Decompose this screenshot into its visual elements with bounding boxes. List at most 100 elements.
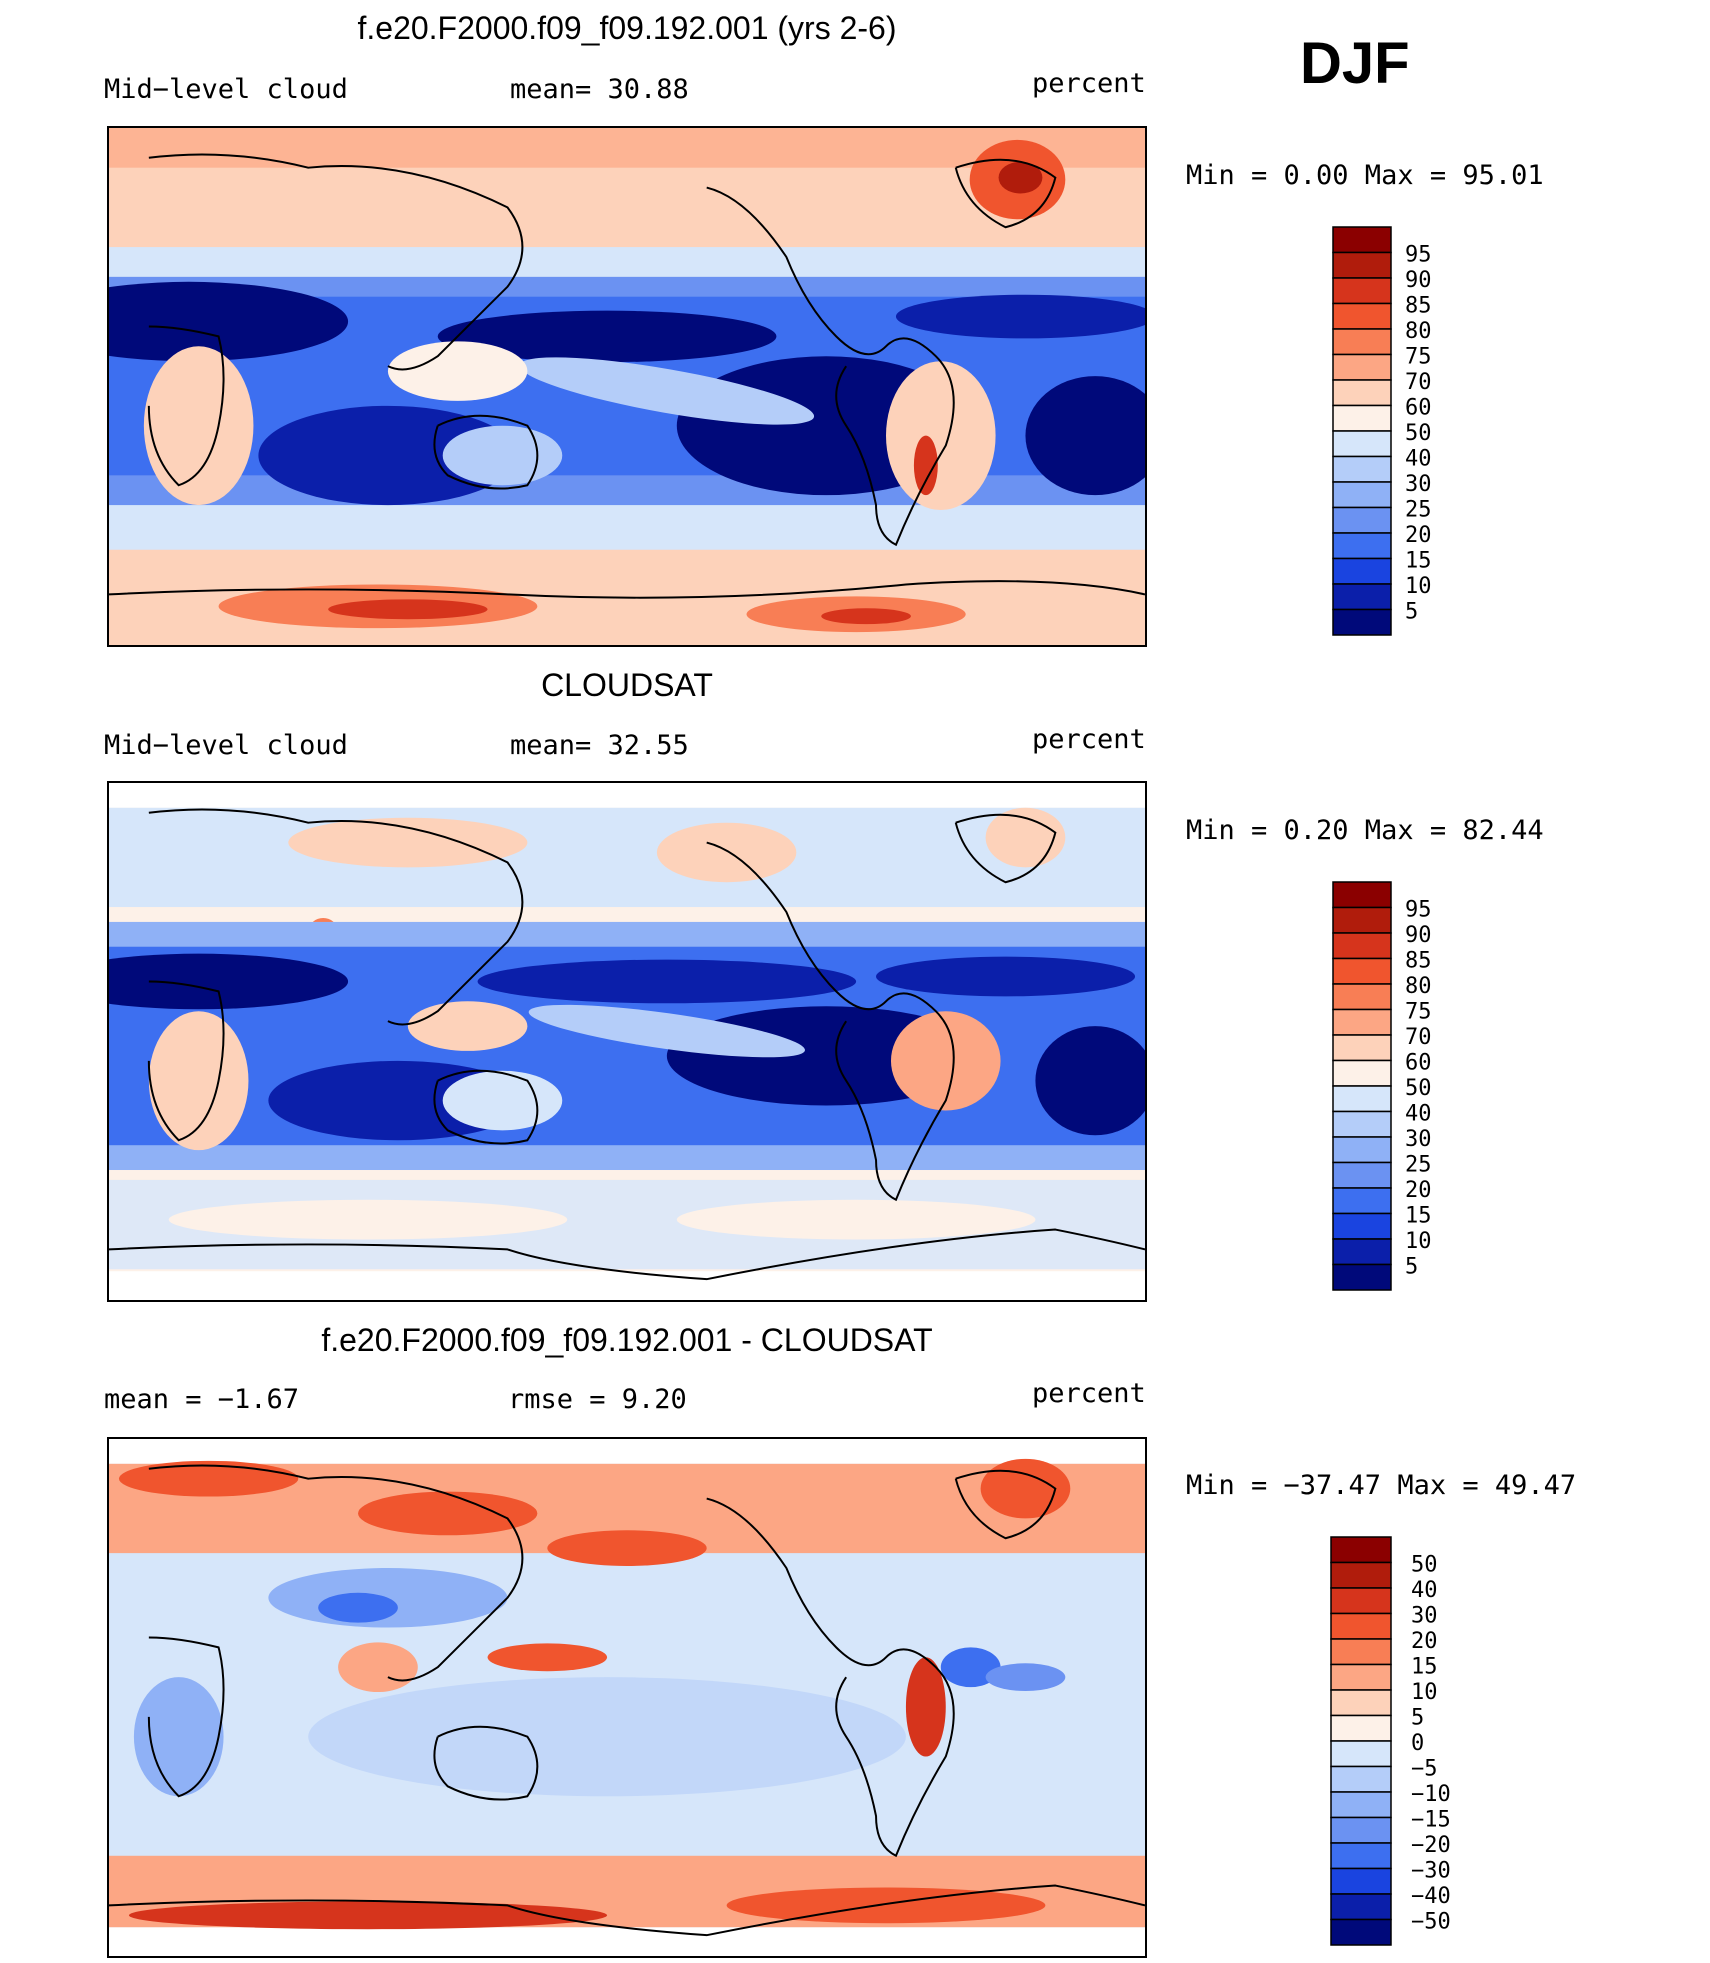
- colorbar-box: [1332, 1034, 1392, 1062]
- colorbar-tick-label: 70: [1405, 370, 1432, 395]
- colorbar-box: [1332, 557, 1392, 585]
- colorbar-box: [1332, 1161, 1392, 1189]
- colorbar-box: [1332, 302, 1392, 330]
- colorbar-tick-label: −10: [1411, 1782, 1451, 1807]
- colorbar-box: [1332, 277, 1392, 305]
- panel-mean-label-diff: mean = −1.67: [104, 1384, 300, 1415]
- colorbar-box: [1332, 226, 1392, 254]
- panel-units-label-obs: percent: [1032, 724, 1146, 755]
- colorbar-box: [1332, 379, 1392, 407]
- colorbar-tick-label: 10: [1405, 574, 1432, 599]
- colorbar-tick-label: −40: [1411, 1884, 1451, 1909]
- colorbar-tick-label: −20: [1411, 1833, 1451, 1858]
- colorbar-box: [1330, 1638, 1392, 1666]
- colorbar-box: [1332, 1008, 1392, 1036]
- colorbar-diff: 50 40 30 20 15 10 5 0 −5 −10 −15 −20 −30 −40 −50: [1330, 1536, 1471, 1949]
- colorbar-tick-label: −50: [1411, 1910, 1451, 1935]
- colorbar-box: [1332, 1136, 1392, 1164]
- colorbar-tick-label: 80: [1405, 974, 1432, 999]
- colorbar-tick-label: 90: [1405, 923, 1432, 948]
- colorbar-box: [1332, 1263, 1392, 1291]
- colorbar-tick-label: 70: [1405, 1025, 1432, 1050]
- colorbar-box: [1332, 608, 1392, 636]
- colorbar-box: [1330, 1689, 1392, 1717]
- colorbar-box: [1332, 251, 1392, 279]
- colorbar-box: [1332, 906, 1392, 934]
- colorbar-tick-label: −5: [1411, 1757, 1438, 1782]
- colorbar-tick-label: 75: [1405, 1000, 1432, 1025]
- colorbar-box: [1332, 1110, 1392, 1138]
- colorbar-box: [1330, 1893, 1392, 1921]
- panel-units-label-diff: percent: [1032, 1378, 1146, 1409]
- colorbar-box: [1330, 1867, 1392, 1895]
- colorbar-tick-label: −30: [1411, 1859, 1451, 1884]
- colorbar-tick-label: 50: [1411, 1553, 1438, 1578]
- colorbar-tick-label: 15: [1405, 549, 1432, 574]
- colorbar-box: [1332, 957, 1392, 985]
- map-model-svg: [109, 128, 1145, 645]
- colorbar-box: [1330, 1842, 1392, 1870]
- colorbar-tick-label: 60: [1405, 1051, 1432, 1076]
- colorbar-tick-label: 10: [1411, 1680, 1438, 1705]
- colorbar-tick-label: 25: [1405, 498, 1432, 523]
- panel-left-label-model: Mid−level cloud: [104, 74, 348, 105]
- panel-title-diff: f.e20.F2000.f09_f09.192.001 - CLOUDSAT: [321, 1322, 933, 1358]
- colorbar-box: [1332, 328, 1392, 356]
- colorbar-tick-label: 40: [1405, 447, 1432, 472]
- colorbar-tick-label: 85: [1405, 294, 1432, 319]
- colorbar-box: [1332, 983, 1392, 1011]
- colorbar-box: [1330, 1714, 1392, 1742]
- colorbar-obs: 95 90 85 80 75 70 60 50 40 30 25 20 15 10 5: [1332, 881, 1453, 1294]
- panel-title-model: f.e20.F2000.f09_f09.192.001 (yrs 2-6): [357, 10, 897, 46]
- colorbar-tick-label: 60: [1405, 396, 1432, 421]
- colorbar-tick-label: 25: [1405, 1153, 1432, 1178]
- colorbar-box: [1332, 1238, 1392, 1266]
- colorbar-tick-label: 15: [1411, 1655, 1438, 1680]
- colorbar-tick-label: 15: [1405, 1204, 1432, 1229]
- colorbar-tick-label: 50: [1405, 421, 1432, 446]
- panel-left-label-obs: Mid−level cloud: [104, 730, 348, 761]
- colorbar-tick-label: 30: [1411, 1604, 1438, 1629]
- map-diff-svg: [109, 1439, 1145, 1956]
- colorbar-tick-label: 20: [1405, 1178, 1432, 1203]
- colorbar-tick-label: 30: [1405, 1127, 1432, 1152]
- colorbar-tick-label: 10: [1405, 1229, 1432, 1254]
- colorbar-box: [1332, 506, 1392, 534]
- colorbar-box: [1332, 353, 1392, 381]
- colorbar-box: [1330, 1587, 1392, 1615]
- map-model: [107, 126, 1147, 647]
- colorbar-box: [1332, 583, 1392, 611]
- season-label: DJF: [1300, 31, 1410, 96]
- panel-rmse-label-diff: rmse = 9.20: [508, 1384, 687, 1415]
- colorbar-box: [1332, 481, 1392, 509]
- colorbar-tick-label: 20: [1411, 1629, 1438, 1654]
- colorbar-tick-label: 20: [1405, 523, 1432, 548]
- colorbar-tick-label: 95: [1405, 243, 1432, 268]
- colorbar-box: [1332, 1085, 1392, 1113]
- map-obs: [107, 781, 1147, 1302]
- colorbar-tick-label: 5: [1405, 1255, 1418, 1280]
- colorbar-tick-label: 0: [1411, 1731, 1424, 1756]
- colorbar-box: [1330, 1612, 1392, 1640]
- colorbar-tick-label: 40: [1411, 1578, 1438, 1603]
- colorbar-model: 95 90 85 80 75 70 60 50 40 30 25 20 15 10 5: [1332, 226, 1453, 639]
- map-diff: [107, 1437, 1147, 1958]
- colorbar-box: [1330, 1816, 1392, 1844]
- colorbar-tick-label: 50: [1405, 1076, 1432, 1101]
- colorbar-box: [1330, 1791, 1392, 1819]
- colorbar-box: [1332, 430, 1392, 458]
- panel-mean-label-obs: mean= 32.55: [510, 730, 689, 761]
- colorbar-box: [1330, 1536, 1392, 1564]
- colorbar-tick-label: 30: [1405, 472, 1432, 497]
- map-obs-svg: [109, 783, 1145, 1300]
- panel-minmax-obs: Min = 0.20 Max = 82.44: [1186, 815, 1544, 846]
- colorbar-box: [1330, 1765, 1392, 1793]
- panel-minmax-diff: Min = −37.47 Max = 49.47: [1186, 1470, 1577, 1501]
- colorbar-box: [1330, 1561, 1392, 1589]
- colorbar-tick-label: 85: [1405, 949, 1432, 974]
- colorbar-box: [1332, 1059, 1392, 1087]
- panel-mean-label-model: mean= 30.88: [510, 74, 689, 105]
